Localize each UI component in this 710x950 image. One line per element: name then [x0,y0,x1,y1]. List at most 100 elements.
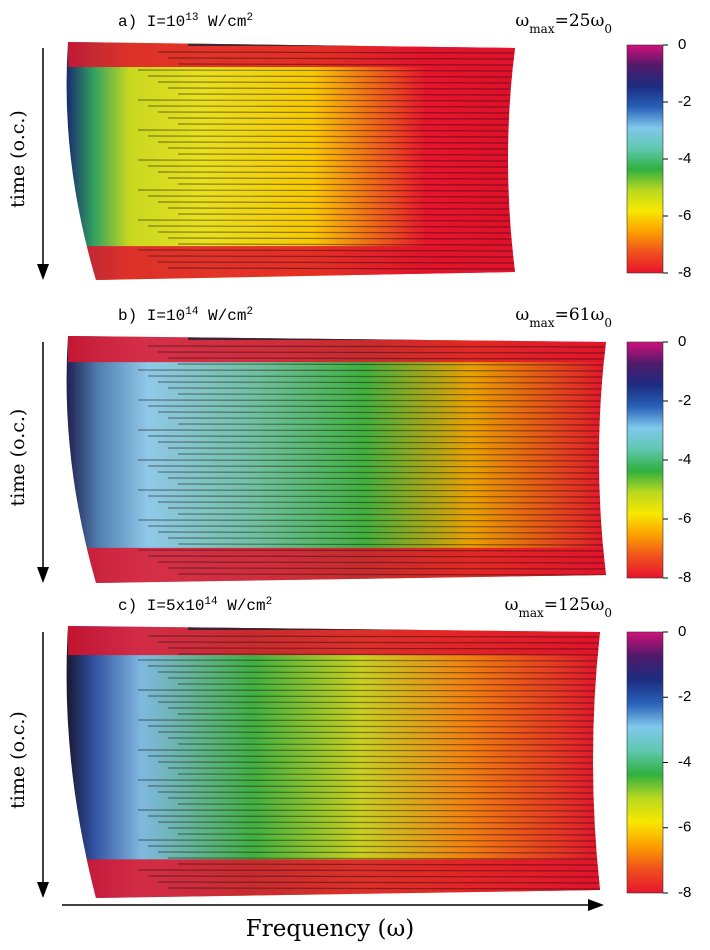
colorbar [626,341,664,579]
heatmap-stripe [147,165,515,168]
heatmap-stripe [147,135,515,138]
heatmap-stripe [177,803,600,806]
heatmap-stripe [147,75,515,78]
title-part: c) I=5x10 [118,597,204,615]
y-axis-label: time (o.c.) [7,110,29,208]
heatmap-stripe [177,573,606,576]
title-part: 14 [204,596,218,608]
omega-part: =61ω [555,305,605,325]
heatmap-stripe [157,791,600,794]
colorbar-tick-label: -8 [678,569,691,586]
heatmap-stripe [167,567,606,570]
heatmap-stripe [177,123,515,126]
heatmap-stripe [177,863,600,866]
heatmap-stripe [157,731,600,734]
title-part: a) I=10 [118,13,185,31]
colorbar [626,44,664,274]
omega-part: ω [515,305,529,325]
panel-title: a) I=1013 W/cm2 [118,12,253,31]
panel-title: c) I=5x1014 W/cm2 [118,596,272,615]
heatmap-stripe [147,875,600,878]
heatmap-stripe [177,513,606,516]
heatmap-stripe [157,471,606,474]
omega-part: =125ω [544,595,605,615]
heatmap-stripe [147,195,515,198]
colorbar-tick-label: 0 [678,623,686,640]
title-part: W/cm [218,597,266,615]
heatmap-stripe [157,851,600,854]
heatmap-stripe [157,111,515,114]
heatmap-stripe [137,749,600,752]
heatmap-stripe [157,81,515,84]
heatmap-stripe [177,833,600,836]
colorbar-tick-label: 0 [678,333,686,350]
heatmap-stripe [177,393,606,396]
heatmap-stripe [147,555,606,558]
heatmap-stripe [157,171,515,174]
heatmap-stripe [157,381,606,384]
colorbar-tick-label: -2 [678,688,691,705]
heatmap-stripe [157,141,515,144]
heatmap-surface [66,626,600,898]
heatmap-stripe [137,219,515,222]
colorbar-tick-label: -2 [678,93,691,110]
heatmap-stripe [137,399,606,402]
heatmap-stripe [157,261,515,264]
colorbar-tick-label: -4 [678,451,691,468]
heatmap-surface [66,42,515,280]
heatmap-stripe [167,357,606,360]
heatmap-stripe [137,489,606,492]
heatmap-stripe [147,785,600,788]
omega-max-label: ωmax=61ω0 [515,305,612,330]
heatmap-stripe [167,767,600,770]
heatmap-stripe [147,525,606,528]
omega-part: max [518,606,544,620]
heatmap-stripe [147,695,600,698]
heatmap-stripe [147,435,606,438]
colorbar-tick-label: -8 [678,884,691,901]
heatmap-stripe [157,351,606,354]
heatmap-stripe [137,129,515,132]
heatmap-stripe [177,483,606,486]
heatmap-stripe [157,881,600,884]
heatmap-stripe [137,809,600,812]
colorbar-tick-label: -4 [678,150,691,167]
heatmap-stripe [167,477,606,480]
heatmap-stripe [177,243,515,246]
heatmap-stripe [147,635,600,638]
heatmap-stripe [137,839,600,842]
heatmap-stripe [157,701,600,704]
heatmap-stripe [137,69,515,72]
heatmap-stripe [177,713,600,716]
omega-part: =25ω [555,11,605,31]
omega-part: ω [505,595,519,615]
title-part: 2 [246,306,253,318]
heatmap-stripe [167,267,515,270]
heatmap-stripe [167,737,600,740]
heatmap-stripe [157,411,606,414]
heatmap-stripe [147,725,600,728]
heatmap-stripe [177,363,606,366]
heatmap-stripe [147,255,515,258]
heatmap-stripe [137,779,600,782]
heatmap-stripe [167,237,515,240]
colorbar-tick-label: 0 [678,36,686,53]
heatmap-stripe [137,369,606,372]
omega-part: 0 [604,22,612,36]
heatmap-stripe [167,417,606,420]
heatmap-stripe [177,423,606,426]
heatmap-stripe [147,105,515,108]
heatmap-stripe [137,549,606,552]
heatmap-stripe [157,441,606,444]
heatmap-bottom-band [68,547,606,583]
y-axis-label: time (o.c.) [7,711,29,809]
heatmap-stripe [137,689,600,692]
colorbar-tick-label: -6 [678,819,691,836]
colorbar-tick-label: -6 [678,207,691,224]
title-part: 2 [266,596,273,608]
heatmap-stripe [147,225,515,228]
heatmap-stripe [157,501,606,504]
heatmap-stripe [157,201,515,204]
heatmap-stripe [177,183,515,186]
heatmap-stripe [137,249,515,252]
